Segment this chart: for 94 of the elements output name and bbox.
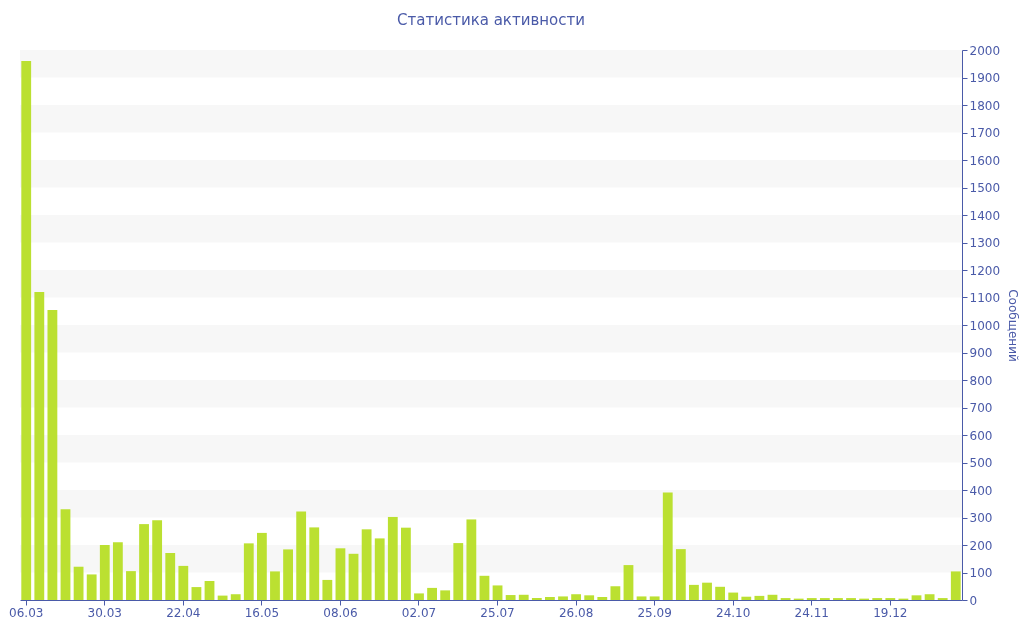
bar bbox=[440, 590, 451, 600]
x-tick-label: 30.03 bbox=[87, 605, 122, 620]
y-tick-label: 400 bbox=[969, 483, 993, 498]
bar bbox=[636, 596, 647, 600]
bar bbox=[60, 509, 71, 600]
y-tick-label: 2000 bbox=[969, 43, 1001, 58]
y-tick-label: 300 bbox=[969, 511, 993, 525]
y-tick-label: 1400 bbox=[969, 208, 1001, 223]
bar bbox=[335, 548, 346, 600]
x-tick-label: 16.05 bbox=[244, 605, 280, 620]
bar bbox=[21, 61, 32, 600]
bar bbox=[374, 538, 385, 600]
bar bbox=[47, 309, 58, 600]
y-tick-label: 900 bbox=[969, 346, 993, 360]
x-tick-label: 25.09 bbox=[637, 605, 672, 620]
bar bbox=[322, 579, 333, 600]
chart-title: Статистика активности bbox=[397, 11, 585, 29]
y-tick-label: 100 bbox=[969, 566, 993, 580]
y-tick-label: 600 bbox=[969, 428, 993, 443]
y-tick-label: 1700 bbox=[969, 126, 1001, 140]
x-tick-label: 06.03 bbox=[9, 605, 44, 620]
bar bbox=[623, 565, 634, 600]
bar bbox=[479, 575, 490, 600]
bar bbox=[518, 594, 529, 600]
y-tick-label: 1300 bbox=[969, 236, 1001, 250]
x-tick-label: 24.10 bbox=[716, 605, 751, 620]
x-tick-label: 26.08 bbox=[558, 605, 594, 620]
x-tick-label: 02.07 bbox=[401, 605, 437, 620]
bar bbox=[649, 596, 660, 600]
bar bbox=[754, 595, 765, 600]
bar bbox=[689, 584, 699, 600]
bar bbox=[675, 549, 686, 600]
bar bbox=[558, 596, 568, 600]
y-tick-label: 1000 bbox=[969, 318, 1001, 333]
x-tick-label: 19.12 bbox=[873, 605, 908, 620]
y-tick-label: 1900 bbox=[969, 71, 1001, 85]
bar bbox=[256, 532, 267, 600]
bar bbox=[73, 566, 84, 600]
bar bbox=[34, 292, 45, 600]
bar bbox=[427, 587, 437, 600]
bar bbox=[191, 587, 202, 600]
bar bbox=[492, 585, 503, 600]
y-tick-label: 1500 bbox=[969, 181, 1001, 195]
bar bbox=[243, 543, 254, 600]
y-axis-title: Сообщений bbox=[1006, 289, 1021, 362]
bar bbox=[99, 545, 110, 600]
bar bbox=[911, 595, 922, 600]
bar bbox=[741, 596, 752, 600]
bar bbox=[152, 520, 163, 600]
bar bbox=[453, 543, 464, 600]
bar bbox=[283, 549, 293, 600]
bar bbox=[728, 592, 739, 600]
bar bbox=[545, 596, 555, 600]
bar bbox=[466, 519, 477, 600]
x-tick-label: 24.11 bbox=[794, 605, 829, 620]
y-tick-label: 1200 bbox=[969, 263, 1001, 278]
bar bbox=[139, 524, 149, 600]
bar bbox=[387, 516, 398, 600]
bar bbox=[217, 595, 228, 600]
x-tick-label: 22.04 bbox=[166, 605, 201, 620]
bar bbox=[662, 492, 673, 600]
bar bbox=[296, 511, 307, 600]
bar bbox=[86, 574, 97, 600]
y-tick-label: 1600 bbox=[969, 153, 1001, 168]
bar bbox=[361, 529, 372, 600]
y-tick-label: 1800 bbox=[969, 98, 1001, 113]
bar bbox=[178, 565, 189, 600]
bar bbox=[505, 595, 516, 600]
bar bbox=[950, 571, 961, 600]
x-tick-label: 08.06 bbox=[323, 605, 358, 620]
bar bbox=[715, 586, 726, 600]
bar bbox=[702, 582, 712, 600]
bar bbox=[597, 596, 608, 600]
y-tick-label: 200 bbox=[969, 538, 993, 553]
bar bbox=[414, 593, 424, 600]
bar bbox=[204, 581, 215, 600]
bar bbox=[112, 542, 123, 600]
y-tick-label: 1100 bbox=[969, 291, 1001, 305]
y-tick-label: 0 bbox=[969, 593, 978, 608]
bar bbox=[571, 594, 582, 600]
bar bbox=[400, 527, 411, 600]
y-tick-label: 500 bbox=[969, 456, 993, 470]
bar bbox=[165, 552, 176, 600]
bar bbox=[270, 571, 280, 600]
bar bbox=[610, 586, 621, 600]
y-tick-label: 700 bbox=[969, 401, 993, 415]
bar bbox=[348, 553, 359, 600]
y-tick-label: 800 bbox=[969, 373, 993, 388]
bar bbox=[126, 571, 136, 600]
bar bbox=[230, 594, 241, 600]
bar bbox=[924, 594, 935, 600]
x-tick-label: 25.07 bbox=[480, 605, 515, 620]
bar bbox=[309, 527, 320, 600]
bar bbox=[584, 595, 595, 600]
